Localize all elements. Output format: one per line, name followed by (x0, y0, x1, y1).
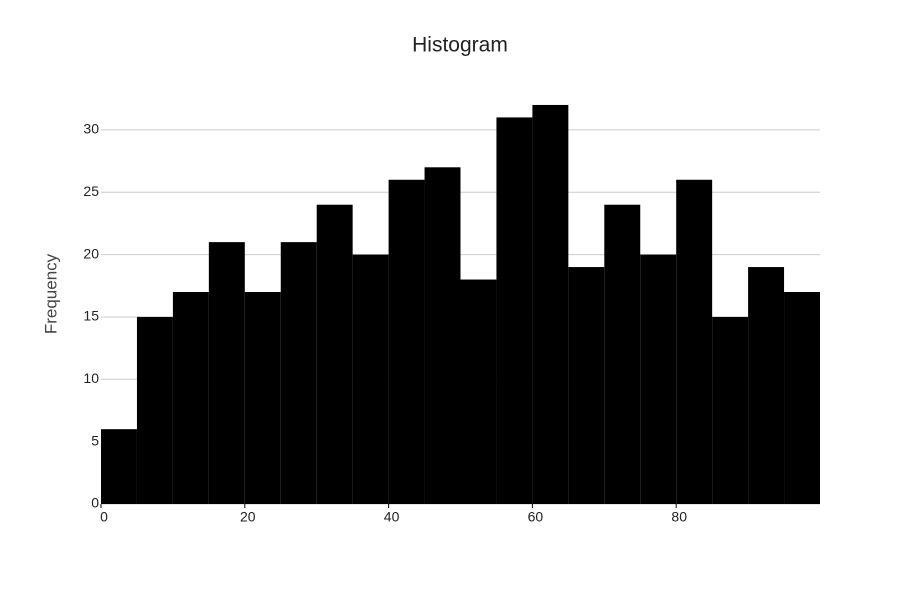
bar (496, 117, 533, 505)
y-tick-label: 25 (83, 183, 99, 199)
bar (568, 267, 605, 504)
bar (748, 267, 785, 504)
x-tick-label: 60 (528, 509, 544, 525)
x-tick-label: 20 (240, 509, 256, 525)
y-tick-label: 20 (83, 245, 99, 261)
x-tick-label: 0 (100, 509, 108, 525)
y-tick-label: 0 (91, 495, 99, 511)
bar (101, 429, 137, 504)
bar (244, 292, 281, 504)
bar (424, 167, 461, 504)
bar (640, 254, 677, 504)
bar (388, 179, 425, 504)
bar (784, 292, 820, 504)
bar (208, 242, 245, 504)
chart-title: Histogram (412, 34, 508, 57)
bar (604, 204, 641, 504)
bar (172, 292, 209, 504)
bar (712, 316, 749, 504)
y-tick-label: 5 (91, 432, 99, 448)
bar (280, 242, 317, 504)
bar (532, 104, 569, 504)
bar (352, 254, 389, 504)
x-tick-label: 80 (671, 509, 687, 525)
bar (316, 204, 353, 504)
y-tick-label: 15 (83, 308, 99, 324)
bar (676, 179, 713, 504)
y-axis-label: Frequency (41, 253, 60, 334)
x-tick-label: 40 (384, 509, 400, 525)
bar (136, 316, 173, 504)
bar (460, 279, 497, 504)
y-tick-label: 30 (83, 121, 99, 137)
y-tick-label: 10 (83, 370, 99, 386)
